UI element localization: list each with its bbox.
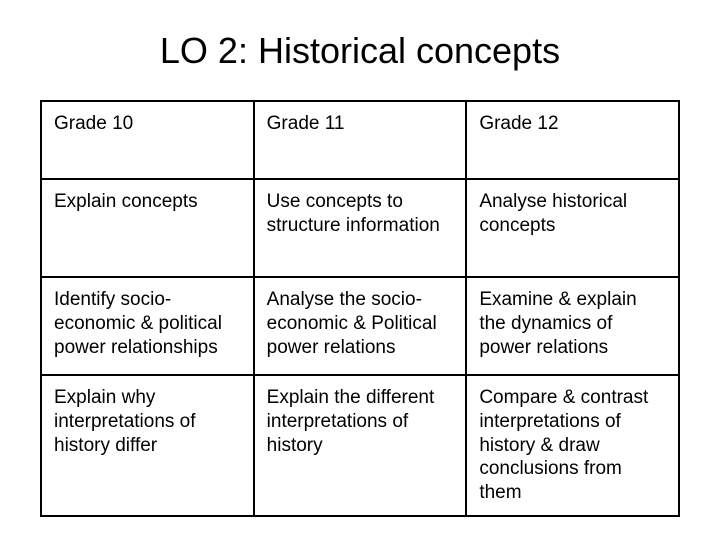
- concepts-table: Grade 10 Grade 11 Grade 12 Explain conce…: [40, 100, 680, 517]
- table-cell: Use concepts to structure information: [254, 179, 467, 277]
- col-header: Grade 12: [466, 101, 679, 179]
- table-header-row: Grade 10 Grade 11 Grade 12: [41, 101, 679, 179]
- table-row: Identify socio-economic & political powe…: [41, 277, 679, 375]
- table-cell: Analyse historical concepts: [466, 179, 679, 277]
- table-cell: Compare & contrast interpretations of hi…: [466, 375, 679, 516]
- page-title: LO 2: Historical concepts: [40, 30, 680, 72]
- table-cell: Explain concepts: [41, 179, 254, 277]
- table-cell: Examine & explain the dynamics of power …: [466, 277, 679, 375]
- table-row: Explain why interpretations of history d…: [41, 375, 679, 516]
- table-cell: Explain why interpretations of history d…: [41, 375, 254, 516]
- table-cell: Analyse the socio-economic & Political p…: [254, 277, 467, 375]
- table-cell: Identify socio-economic & political powe…: [41, 277, 254, 375]
- table-row: Explain concepts Use concepts to structu…: [41, 179, 679, 277]
- col-header: Grade 10: [41, 101, 254, 179]
- table-cell: Explain the different interpretations of…: [254, 375, 467, 516]
- col-header: Grade 11: [254, 101, 467, 179]
